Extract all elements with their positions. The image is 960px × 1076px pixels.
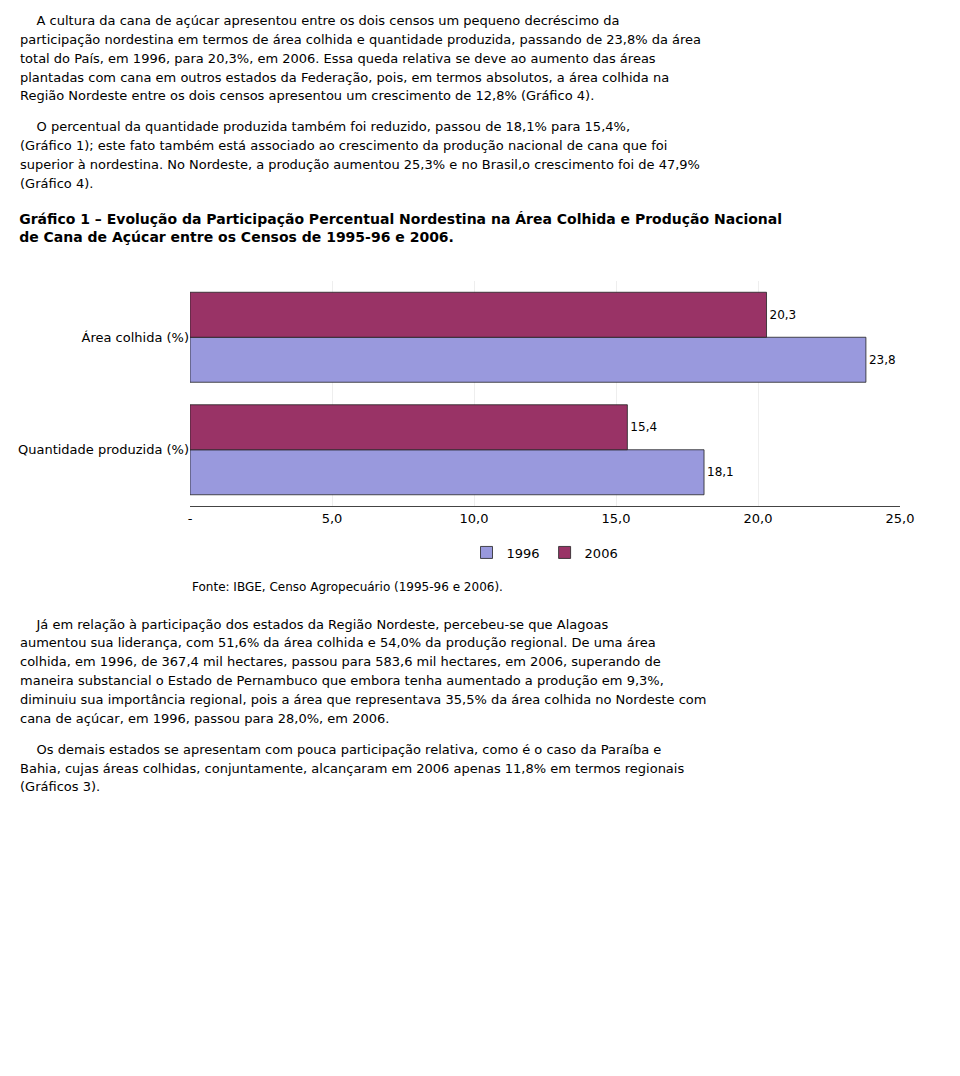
svg-text:Área colhida (%): Área colhida (%) (82, 329, 189, 344)
html-text:Já em relação à participação d: Já em relação à participação dos estados… (20, 616, 707, 726)
html-text:A cultura da cana de açúcar ap: A cultura da cana de açúcar apresentou e… (20, 13, 701, 104)
svg-text:10,0: 10,0 (460, 510, 489, 525)
svg-text:18,1: 18,1 (707, 465, 734, 479)
svg-text:5,0: 5,0 (322, 510, 343, 525)
svg-text:23,8: 23,8 (869, 352, 896, 366)
svg-text:Gráfico 1 – Evolução da Partic: Gráfico 1 – Evolução da Participação Per… (19, 211, 782, 245)
svg-text:20,0: 20,0 (744, 510, 773, 525)
svg-text:2006: 2006 (585, 545, 618, 560)
svg-text:15,4: 15,4 (630, 420, 657, 434)
svg-text:15,0: 15,0 (602, 510, 631, 525)
svg-text:-: - (188, 510, 193, 525)
svg-text:1996: 1996 (507, 545, 540, 560)
svg-text:Quantidade produzida (%): Quantidade produzida (%) (18, 442, 189, 457)
svg-text:20,3: 20,3 (770, 307, 797, 321)
html-text:Os demais estados se apresenta: Os demais estados se apresentam com pouc… (20, 741, 685, 795)
svg-text:25,0: 25,0 (886, 510, 915, 525)
svg-text:Fonte: IBGE, Censo Agropecuári: Fonte: IBGE, Censo Agropecuário (1995-96… (192, 580, 503, 594)
html-text:O percentual da quantidade pro: O percentual da quantidade produzida tam… (20, 119, 700, 191)
